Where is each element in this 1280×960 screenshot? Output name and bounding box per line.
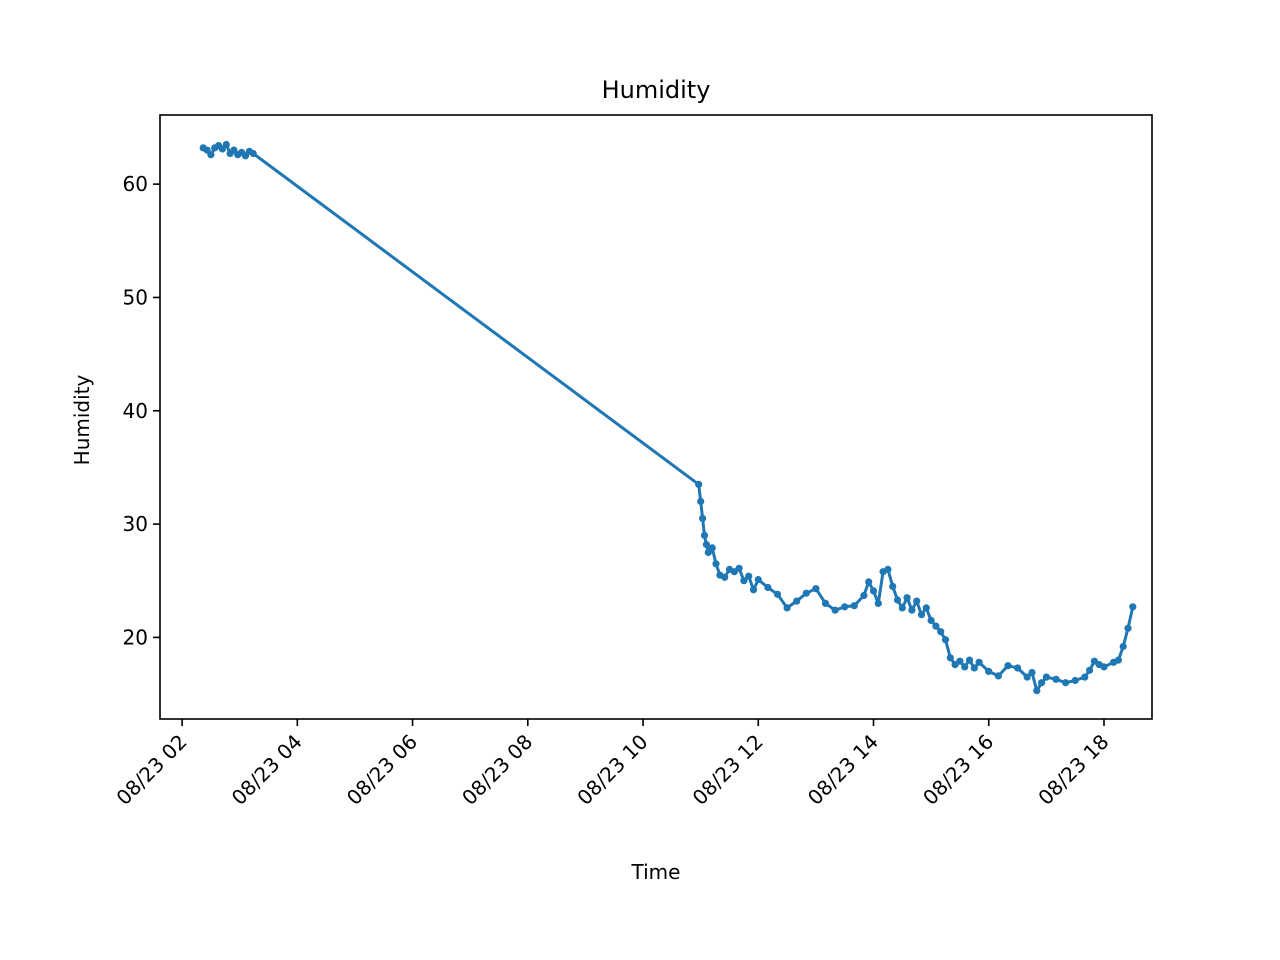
data-point bbox=[695, 480, 703, 488]
data-point bbox=[956, 657, 964, 665]
data-point bbox=[1023, 673, 1031, 681]
data-point bbox=[773, 590, 782, 598]
data-point bbox=[841, 603, 849, 611]
data-point bbox=[1004, 662, 1012, 670]
data-point bbox=[697, 497, 705, 505]
data-point bbox=[985, 667, 993, 676]
data-point bbox=[869, 587, 878, 595]
data-point bbox=[1038, 679, 1046, 687]
data-point bbox=[1071, 676, 1079, 685]
data-point bbox=[754, 576, 762, 584]
data-point bbox=[207, 151, 215, 159]
data-point bbox=[721, 573, 729, 581]
data-point bbox=[831, 606, 839, 614]
data-point bbox=[946, 654, 954, 662]
data-point bbox=[764, 583, 772, 592]
data-point bbox=[1114, 656, 1122, 664]
data-point bbox=[961, 663, 969, 671]
data-point bbox=[821, 599, 830, 608]
data-point bbox=[865, 578, 873, 586]
data-point bbox=[1086, 666, 1094, 674]
data-point bbox=[932, 622, 940, 630]
data-point bbox=[1014, 664, 1022, 672]
data-point bbox=[1124, 624, 1132, 632]
data-point bbox=[812, 585, 820, 593]
data-point bbox=[913, 597, 921, 605]
data-point bbox=[708, 544, 716, 552]
data-point bbox=[1062, 679, 1070, 687]
y-axis-label: Humidity bbox=[70, 374, 94, 465]
data-point bbox=[1033, 687, 1041, 695]
plot-frame bbox=[159, 114, 1153, 720]
data-point bbox=[249, 149, 257, 158]
data-point bbox=[749, 586, 758, 594]
y-tick-label: 40 bbox=[123, 399, 148, 423]
data-point bbox=[783, 604, 791, 612]
data-point bbox=[937, 628, 945, 636]
data-point bbox=[917, 611, 926, 619]
data-point bbox=[850, 602, 858, 610]
data-point bbox=[922, 604, 930, 612]
humidity-line bbox=[201, 143, 1135, 693]
data-point bbox=[1100, 663, 1108, 671]
data-point bbox=[994, 672, 1003, 680]
data-point bbox=[793, 597, 801, 605]
data-point bbox=[699, 514, 707, 523]
y-tick-label: 50 bbox=[123, 285, 148, 309]
data-point bbox=[1119, 642, 1127, 651]
plot-area bbox=[199, 140, 1137, 695]
data-point bbox=[860, 591, 868, 600]
data-point bbox=[1081, 673, 1089, 681]
data-point bbox=[700, 531, 709, 540]
data-point bbox=[927, 616, 935, 625]
data-point bbox=[970, 664, 978, 672]
y-tick-label: 30 bbox=[123, 512, 148, 536]
data-point bbox=[903, 594, 911, 602]
data-point bbox=[874, 599, 882, 608]
data-point bbox=[712, 560, 720, 568]
data-point bbox=[893, 596, 902, 604]
data-point bbox=[1052, 675, 1060, 683]
y-tick-label: 60 bbox=[123, 172, 148, 196]
data-point bbox=[884, 565, 892, 574]
y-tick-label: 20 bbox=[123, 625, 148, 649]
data-point bbox=[965, 656, 974, 664]
data-point bbox=[1042, 673, 1050, 681]
data-point bbox=[941, 636, 950, 644]
x-axis-label: Time bbox=[631, 860, 681, 884]
data-point bbox=[222, 140, 230, 149]
data-point bbox=[898, 604, 906, 612]
data-point bbox=[740, 577, 748, 585]
data-point bbox=[1028, 668, 1036, 677]
data-point bbox=[908, 606, 916, 614]
data-point bbox=[889, 582, 897, 591]
data-point bbox=[735, 564, 743, 572]
chart-title: Humidity bbox=[602, 76, 711, 104]
data-point bbox=[702, 540, 711, 549]
data-point bbox=[975, 658, 983, 666]
data-point bbox=[745, 572, 753, 580]
data-point bbox=[1129, 603, 1137, 611]
data-point bbox=[802, 589, 810, 597]
